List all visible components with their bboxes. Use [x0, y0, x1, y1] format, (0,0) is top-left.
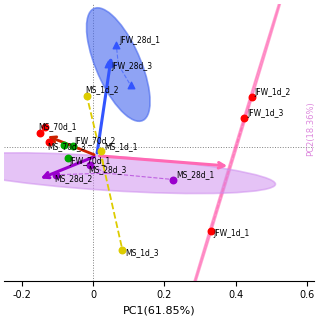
Point — [70, 144, 75, 149]
Point — [106, 61, 111, 66]
Point — [242, 115, 247, 120]
X-axis label: PC1(61.85%): PC1(61.85%) — [123, 306, 195, 316]
Text: MS_28d_2: MS_28d_2 — [54, 174, 92, 183]
Ellipse shape — [86, 8, 150, 121]
Text: JFW_28d_1: JFW_28d_1 — [119, 36, 160, 45]
Point — [38, 130, 43, 135]
Point — [208, 228, 213, 233]
Text: JFW_1d_2: JFW_1d_2 — [254, 88, 291, 97]
Point — [43, 124, 48, 130]
Point — [171, 177, 176, 182]
Point — [249, 94, 254, 100]
Text: MS_1d_1: MS_1d_1 — [104, 142, 137, 151]
Text: MS_70d_1: MS_70d_1 — [39, 122, 77, 131]
Point — [88, 163, 93, 168]
Point — [53, 172, 58, 177]
Point — [114, 42, 119, 47]
Point — [84, 93, 89, 98]
Text: MS_28d_3: MS_28d_3 — [89, 165, 127, 174]
Ellipse shape — [174, 0, 297, 320]
Text: PC2(18.36%): PC2(18.36%) — [306, 101, 315, 156]
Text: JFW_28d_3: JFW_28d_3 — [111, 62, 152, 71]
Point — [128, 83, 133, 88]
Point — [99, 148, 104, 154]
Text: MS_28d_1: MS_28d_1 — [176, 171, 214, 180]
Text: JFW_1d_1: JFW_1d_1 — [213, 229, 250, 238]
Point — [120, 247, 125, 252]
Point — [65, 155, 70, 160]
Text: MS_1d_2: MS_1d_2 — [85, 85, 118, 94]
Text: MS_1d_3: MS_1d_3 — [125, 248, 159, 257]
Point — [46, 140, 51, 145]
Ellipse shape — [0, 153, 276, 194]
Text: JFW_1d_3: JFW_1d_3 — [247, 109, 284, 118]
Text: JFW_70d_2: JFW_70d_2 — [74, 137, 115, 146]
Text: JFW_70d_1: JFW_70d_1 — [69, 157, 110, 166]
Point — [61, 142, 67, 147]
Text: MS_70d_3: MS_70d_3 — [47, 142, 85, 151]
